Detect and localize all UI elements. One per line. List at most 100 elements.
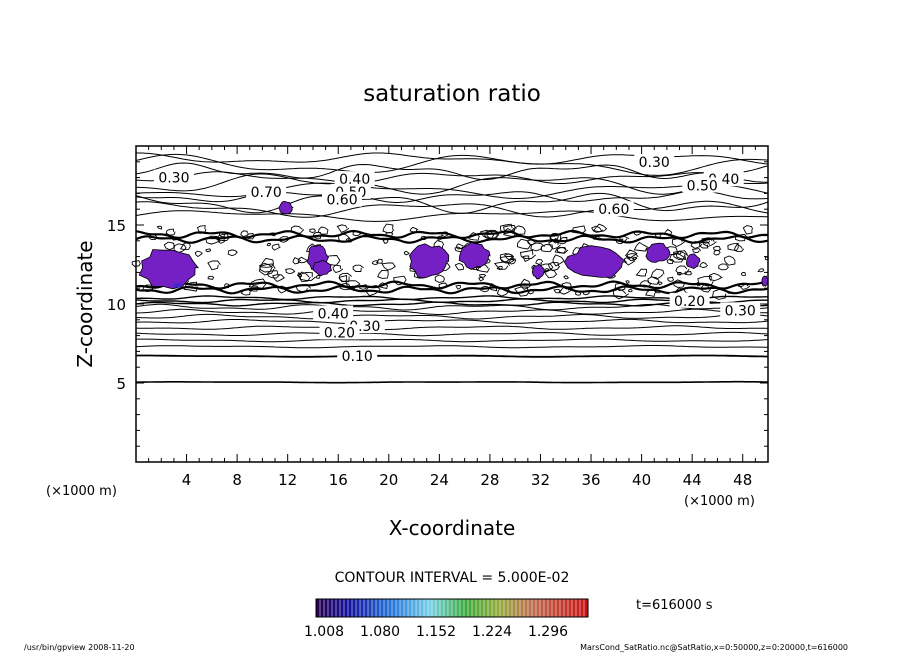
contour-label: 0.20 <box>674 294 705 310</box>
contour-line <box>535 258 544 265</box>
contour-line <box>434 274 445 283</box>
contour-line <box>205 248 212 253</box>
colorbar-segment <box>392 599 396 617</box>
contour-interval: CONTOUR INTERVAL = 5.000E-02 <box>335 570 570 586</box>
contour-line <box>135 192 769 214</box>
colorbar-segment <box>456 599 460 617</box>
colorbar-segment <box>344 599 348 617</box>
contour-line <box>514 286 530 297</box>
x-tick-label: 8 <box>232 471 242 489</box>
contour-line <box>543 269 558 279</box>
contour-line <box>478 276 485 282</box>
contour-line <box>227 249 238 257</box>
colorbar-segment <box>504 599 508 617</box>
contour-line <box>336 224 350 233</box>
contour-line <box>552 254 565 267</box>
colorbar-segment <box>396 599 400 617</box>
contour-line <box>499 255 515 264</box>
y-axis-ticks: 5 10 15 <box>107 161 768 447</box>
contour-line <box>677 271 683 276</box>
supersaturation-region <box>645 242 671 263</box>
x-tick-label: 36 <box>581 471 600 489</box>
contour-line <box>530 242 545 252</box>
contour-line <box>135 153 769 176</box>
colorbar-segment <box>556 599 560 617</box>
contour-line <box>718 263 730 271</box>
colorbar-segment <box>528 599 532 617</box>
contour-line <box>285 268 296 275</box>
colorbar-tick-label: 1.008 <box>304 624 344 640</box>
colorbar-segment <box>488 599 492 617</box>
colorbar-segment <box>348 599 352 617</box>
colorbar-segment <box>480 599 484 617</box>
contour-line <box>135 308 768 315</box>
contour-line <box>136 338 769 343</box>
contour-line <box>684 271 693 276</box>
contour-line <box>733 243 745 253</box>
contour-labels: 0.300.400.500.600.700.300.400.500.600.40… <box>153 153 761 365</box>
colorbar-segment <box>492 599 496 617</box>
colorbar-segment <box>460 599 464 617</box>
contour-line <box>403 250 410 256</box>
contour-line <box>647 276 660 285</box>
colorbar-segment <box>540 599 544 617</box>
contour-line <box>612 288 629 300</box>
contour-line <box>352 264 364 272</box>
contour-line <box>207 275 215 280</box>
contour-line <box>135 313 769 320</box>
contour-line <box>259 257 274 268</box>
contour-line <box>163 241 176 250</box>
contour-line <box>381 262 396 271</box>
colorbar-tick-label: 1.224 <box>472 624 512 640</box>
contour-line <box>135 280 768 290</box>
contour-line <box>207 260 221 271</box>
contour-line <box>156 225 163 230</box>
contour-label: 0.30 <box>639 155 670 171</box>
contour-line <box>135 210 768 222</box>
contour-line <box>297 271 311 283</box>
colorbar-segment <box>452 599 456 617</box>
supersaturation-region <box>408 243 450 279</box>
contour-line <box>627 288 633 293</box>
contour-line <box>135 331 769 337</box>
contour-line <box>741 271 747 277</box>
supersaturation-region <box>563 245 628 278</box>
contour-label-bg <box>682 177 723 193</box>
colorbar-segment <box>364 599 368 617</box>
x-tick-label: 20 <box>379 471 398 489</box>
contour-label-bg <box>153 169 194 185</box>
y-tick-label: 5 <box>116 375 126 393</box>
contour-label: 0.10 <box>342 349 373 365</box>
contour-line <box>266 242 272 247</box>
contour-line <box>667 276 675 282</box>
colorbar-segment <box>352 599 356 617</box>
contour-line <box>619 234 630 244</box>
contour-line <box>135 229 769 240</box>
contour-label-bg <box>322 191 363 207</box>
colorbar-segment <box>484 599 488 617</box>
contour-line <box>135 301 769 307</box>
colorbar-segment <box>320 599 324 617</box>
contour-line <box>496 265 503 270</box>
colorbar-segment <box>316 599 320 617</box>
contour-line <box>742 225 754 235</box>
supersaturation-core <box>173 283 182 288</box>
x-tick-label: 32 <box>531 471 550 489</box>
contour-line <box>272 274 285 283</box>
contour-line <box>625 280 630 285</box>
contour-label: 0.70 <box>251 185 282 201</box>
colorbar-tick-label: 1.152 <box>416 624 456 640</box>
contour-line <box>136 295 768 301</box>
contour-line <box>709 272 723 282</box>
colorbar-segment <box>468 599 472 617</box>
contour-line <box>135 182 769 199</box>
colorbar-segment <box>340 599 344 617</box>
contour-line <box>135 171 768 184</box>
contour-line <box>615 238 624 245</box>
colorbar-segment <box>384 599 388 617</box>
colorbar-segment <box>524 599 528 617</box>
colorbar-segment <box>444 599 448 617</box>
contour-line <box>377 269 389 279</box>
colorbar-segment <box>440 599 444 617</box>
